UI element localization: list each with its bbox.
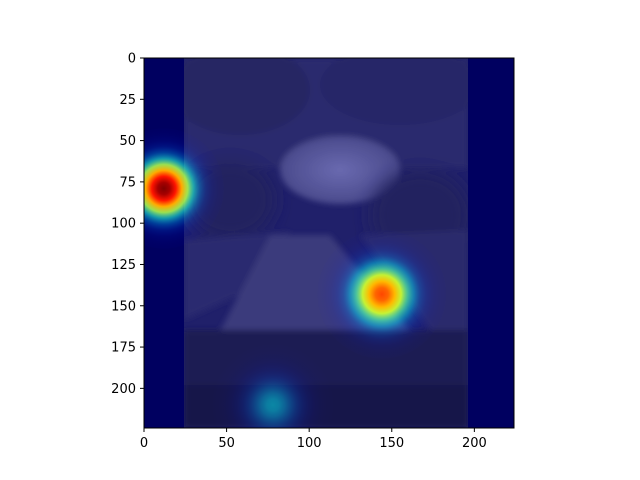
y-axis: 0 25 50 75 100 125 150 175 200	[111, 52, 144, 397]
x-tick-label: 0	[140, 436, 148, 451]
y-tick-label: 100	[111, 217, 136, 232]
y-tick-label: 0	[128, 52, 136, 67]
x-tick-label: 150	[379, 436, 404, 451]
y-tick-label: 200	[111, 382, 136, 397]
y-tick-label: 75	[119, 175, 136, 190]
heat-hotspot	[144, 128, 224, 249]
axes-frame	[143, 57, 515, 429]
x-tick-label: 200	[462, 436, 487, 451]
y-tick-label: 125	[111, 258, 136, 273]
hotspot-layer	[144, 128, 447, 428]
heat-hotspot	[317, 229, 447, 359]
x-axis: 0 50 100 150 200	[140, 428, 487, 451]
x-tick-label: 50	[218, 436, 235, 451]
y-tick-label: 150	[111, 299, 136, 314]
x-tick-label: 100	[297, 436, 322, 451]
heat-hotspot	[212, 344, 333, 428]
y-tick-label: 50	[119, 134, 136, 149]
street-photo-underlay	[170, 58, 480, 428]
right-dark-band	[468, 58, 514, 428]
plot-area	[144, 58, 514, 428]
y-tick-label: 175	[111, 341, 136, 356]
y-tick-label: 25	[119, 93, 136, 108]
